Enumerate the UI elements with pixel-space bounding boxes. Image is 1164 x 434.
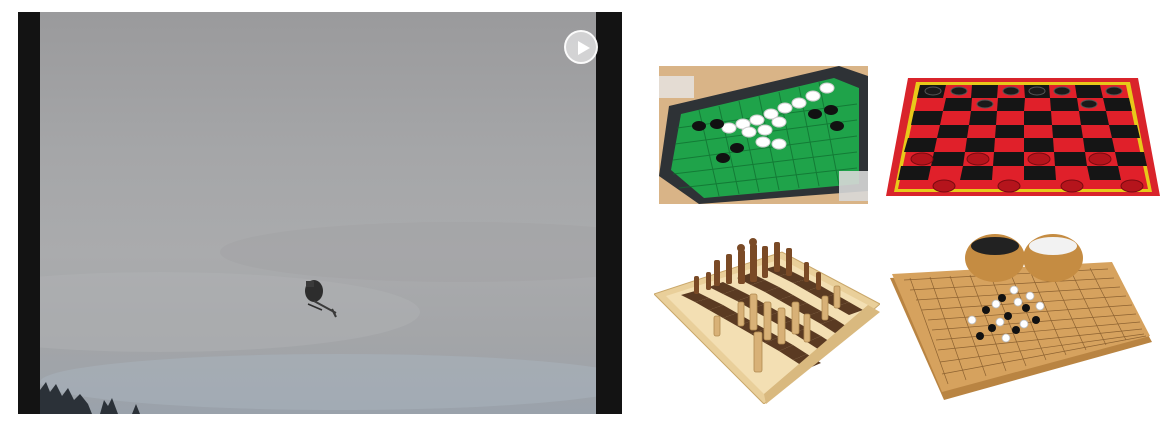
helicopter-icon: [305, 280, 337, 318]
tree-silhouette: [40, 382, 140, 414]
play-button[interactable]: [564, 30, 598, 64]
video-player[interactable]: [18, 12, 622, 414]
go-board: [890, 232, 1152, 400]
checkers-board: [886, 78, 1160, 196]
video-sky: [40, 12, 596, 414]
othello-board: [659, 66, 868, 204]
chess-board: [654, 232, 880, 404]
go-bowls: [965, 234, 1083, 282]
